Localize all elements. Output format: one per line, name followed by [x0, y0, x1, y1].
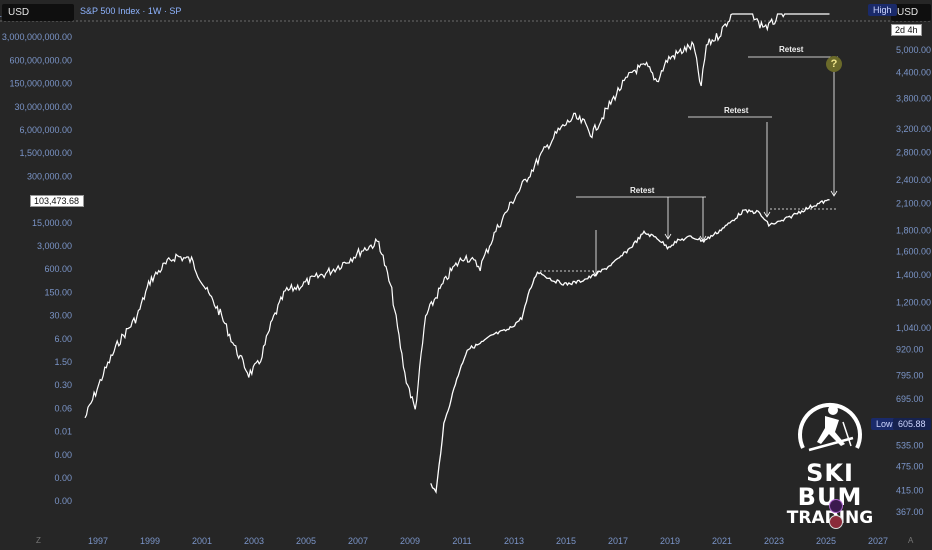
right-tick-label: 1,200.00 [896, 297, 931, 307]
x-tick-label: 2017 [608, 536, 628, 546]
high-flag: High [868, 4, 897, 16]
x-tick-label: 2003 [244, 536, 264, 546]
x-tick-label: 2025 [816, 536, 836, 546]
bar-countdown: 2d 4h [891, 24, 922, 36]
crosshair-price-label: 103,473.68 [30, 195, 84, 207]
x-tick-label: 2027 [868, 536, 888, 546]
left-tick-label: 0.00 [54, 473, 72, 483]
left-tick-label: 300,000.00 [27, 171, 72, 181]
left-tick-label: 0.01 [54, 427, 72, 437]
x-tick-label: 2011 [452, 536, 471, 546]
left-tick-label: 6.00 [54, 334, 72, 344]
left-tick-label: 3,000,000,000.00 [2, 32, 72, 42]
series-main-line [84, 13, 830, 419]
axis-corner-left: Z [36, 536, 41, 545]
left-tick-label: 1.50 [54, 357, 72, 367]
left-tick-label: 30,000,000.00 [14, 102, 72, 112]
right-tick-label: 3,800.00 [896, 94, 931, 104]
right-tick-label: 367.00 [896, 507, 924, 517]
right-tick-label: 1,040.00 [896, 323, 931, 333]
retest-label-1: Retest [779, 45, 804, 54]
retest-label-3: Retest [630, 186, 655, 195]
left-tick-label: 3,000.00 [37, 241, 72, 251]
x-tick-label: 2015 [556, 536, 576, 546]
left-tick-label: 30.00 [49, 311, 72, 321]
x-tick-label: 2005 [296, 536, 316, 546]
right-tick-label: 415.00 [896, 485, 924, 495]
left-tick-label: 0.30 [54, 380, 72, 390]
x-tick-label: 2021 [712, 536, 732, 546]
axis-corner-right: A [908, 536, 914, 545]
chart-title: S&P 500 Index · 1W · SP [80, 6, 182, 16]
x-tick-label: 2009 [400, 536, 420, 546]
right-tick-label: 1,800.00 [896, 226, 931, 236]
x-tick-label: 2001 [192, 536, 212, 546]
low-flag: Low [871, 418, 898, 430]
series-overlay-line [430, 199, 830, 495]
us-flag-icon[interactable] [829, 515, 843, 529]
left-tick-label: 0.00 [54, 450, 72, 460]
right-price-axis: 5,000.00 4,400.00 3,800.00 3,200.00 2,800.00… [896, 45, 931, 517]
right-tick-label: 920.00 [896, 344, 924, 354]
left-tick-label: 600,000,000.00 [9, 55, 72, 65]
right-tick-label: 695.00 [896, 394, 924, 404]
right-tick-label: 1,400.00 [896, 270, 931, 280]
right-tick-label: 5,000.00 [896, 45, 931, 55]
currency-selector-left[interactable]: USD [2, 4, 74, 21]
lightning-icon[interactable] [829, 499, 843, 513]
right-tick-label: 2,100.00 [896, 198, 931, 208]
left-tick-label: 150.00 [44, 287, 72, 297]
right-tick-label: 1,600.00 [896, 247, 931, 257]
x-tick-label: 2007 [348, 536, 368, 546]
right-tick-label: 535.00 [896, 440, 924, 450]
right-tick-label: 475.00 [896, 461, 924, 471]
time-axis: 1997 1999 2001 2003 2005 2007 2009 2011 2013 2015… [88, 536, 888, 546]
x-tick-label: 2019 [660, 536, 680, 546]
left-tick-label: 600.00 [44, 264, 72, 274]
right-tick-label: 2,400.00 [896, 175, 931, 185]
x-tick-label: 1999 [140, 536, 160, 546]
currency-selector-right[interactable]: USD [891, 4, 931, 21]
retest-lines [540, 56, 838, 272]
right-tick-label: 3,200.00 [896, 124, 931, 134]
right-tick-label: 795.00 [896, 370, 924, 380]
x-tick-label: 2023 [764, 536, 784, 546]
left-tick-label: 0.00 [54, 496, 72, 506]
right-tick-label: 4,400.00 [896, 68, 931, 78]
x-tick-label: 1997 [88, 536, 108, 546]
retest-label-2: Retest [724, 106, 749, 115]
retest-arrows [592, 72, 838, 277]
question-mark-icon: ? [826, 56, 842, 72]
left-tick-label: 0.06 [54, 403, 72, 413]
left-tick-label: 15,000.00 [32, 218, 72, 228]
left-tick-label: 150,000,000.00 [9, 79, 72, 89]
skier-icon [798, 403, 862, 452]
left-price-axis: 12,000,000,000.003,000,000,000.00600,000… [0, 9, 72, 506]
right-tick-label: 2,800.00 [896, 148, 931, 158]
x-tick-label: 2013 [504, 536, 524, 546]
left-tick-label: 6,000,000.00 [19, 125, 72, 135]
left-tick-label: 1,500,000.00 [19, 148, 72, 158]
low-price-label: 605.88 [893, 418, 931, 430]
